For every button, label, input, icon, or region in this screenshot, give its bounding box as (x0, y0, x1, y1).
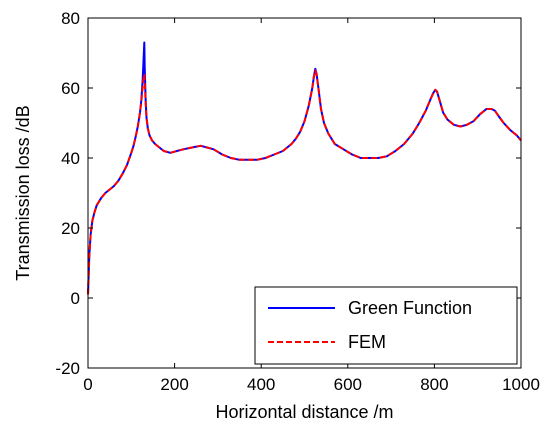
x-tick-label: 800 (420, 375, 448, 394)
x-tick-label: 1000 (502, 375, 540, 394)
series-layer (87, 41, 522, 295)
x-tick-label: 0 (83, 375, 92, 394)
legend-label-green-function: Green Function (348, 298, 472, 318)
x-tick-label: 200 (160, 375, 188, 394)
plot-area-frame (87, 17, 522, 369)
y-tick-label: 20 (61, 219, 80, 238)
y-tick-label: 0 (71, 289, 80, 308)
legend-box (254, 286, 518, 365)
x-tick-label: 600 (334, 375, 362, 394)
y-tick-label: 80 (61, 9, 80, 28)
x-tick-label: 400 (247, 375, 275, 394)
y-axis-label: Transmission loss /dB (13, 105, 33, 280)
y-tick-label: -20 (55, 359, 80, 378)
x-axis-label: Horizontal distance /m (215, 402, 393, 422)
series-line-fem (87, 69, 522, 295)
legend: Green Function FEM (254, 286, 518, 365)
y-tick-label: 60 (61, 79, 80, 98)
y-tick-label: 40 (61, 149, 80, 168)
legend-label-fem: FEM (348, 332, 386, 352)
